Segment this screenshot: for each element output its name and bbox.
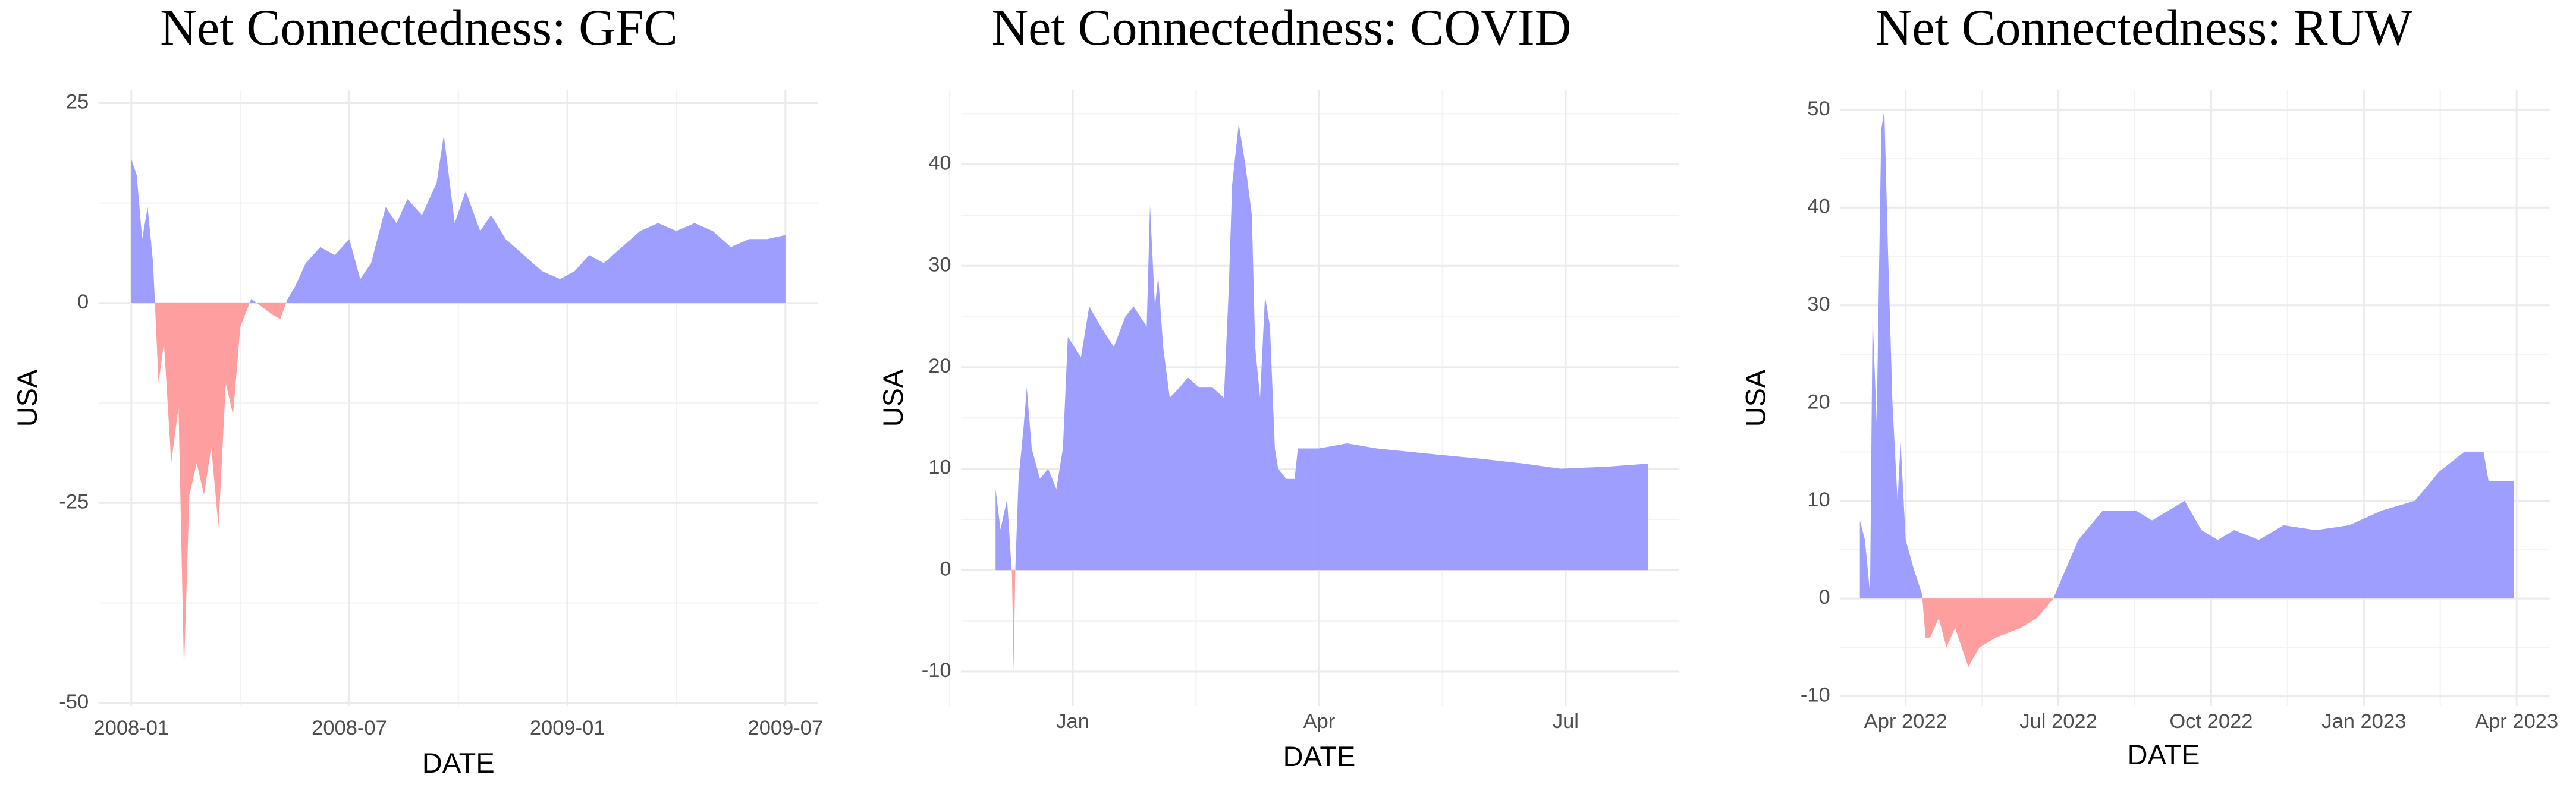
x-axis-title: DATE	[1283, 741, 1356, 772]
y-tick-label: -10	[922, 659, 951, 682]
area-positive	[131, 135, 786, 303]
y-axis-title: USA	[877, 369, 909, 427]
x-tick-label: Jan 2023	[2321, 710, 2406, 733]
y-tick-label: -25	[59, 490, 89, 513]
x-tick-label: Apr 2022	[1864, 710, 1947, 733]
area-negative	[1859, 598, 2514, 667]
y-tick-label: -50	[59, 691, 89, 713]
x-tick-label: Jul	[1553, 710, 1579, 733]
y-tick-label: 25	[66, 91, 89, 114]
y-tick-label: 20	[1807, 390, 1830, 413]
x-tick-label: Apr 2023	[2475, 710, 2558, 733]
x-axis-title: DATE	[422, 747, 495, 779]
x-tick-label: 2008-07	[312, 717, 387, 739]
y-tick-label: 10	[1807, 489, 1830, 511]
chart-title: Net Connectedness: GFC	[160, 0, 677, 56]
y-axis-title: USA	[11, 369, 43, 427]
y-axis-title: USA	[1740, 369, 1771, 427]
y-tick-label: 50	[1807, 97, 1830, 120]
y-tick-label: 0	[77, 291, 89, 313]
y-tick-label: 40	[1807, 195, 1830, 218]
x-tick-label: Jul 2022	[2019, 710, 2097, 733]
y-tick-label: 0	[1819, 586, 1830, 609]
y-tick-label: -10	[1801, 684, 1830, 707]
chart-title: Net Connectedness: COVID	[991, 0, 1571, 56]
x-tick-label: Oct 2022	[2169, 710, 2253, 733]
y-tick-label: 10	[928, 456, 951, 479]
y-tick-label: 30	[1807, 293, 1830, 316]
area-positive	[995, 124, 1648, 571]
x-axis-title: DATE	[2128, 739, 2200, 770]
area-negative	[155, 303, 287, 671]
x-tick-label: Jan	[1056, 710, 1089, 733]
x-tick-label: 2009-07	[748, 717, 824, 739]
x-tick-label: 2008-01	[93, 717, 169, 739]
chart-title: Net Connectedness: RUW	[1876, 0, 2413, 56]
y-tick-label: 40	[928, 152, 951, 175]
y-tick-label: 20	[928, 355, 951, 377]
x-tick-label: 2009-01	[530, 717, 605, 739]
x-tick-label: Apr	[1303, 710, 1336, 733]
y-tick-label: 0	[940, 557, 951, 580]
y-tick-label: 30	[928, 253, 951, 276]
area-positive	[1859, 109, 2514, 599]
